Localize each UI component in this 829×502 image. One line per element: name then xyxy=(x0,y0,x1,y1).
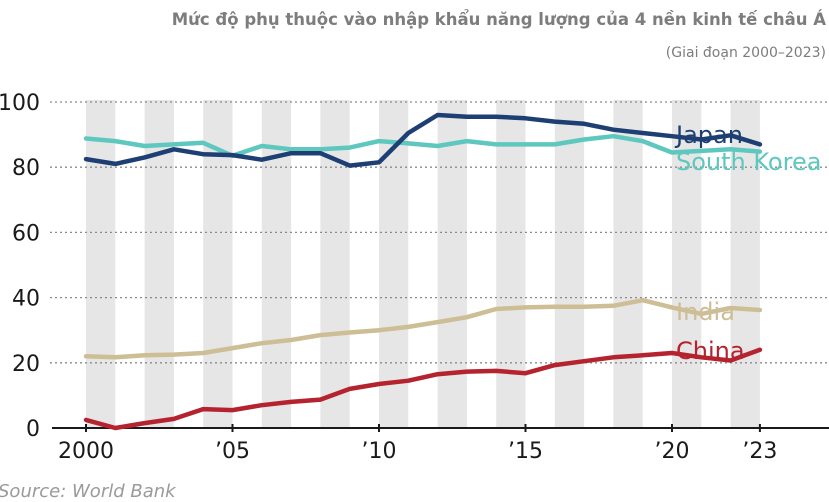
series-line-india xyxy=(83,297,763,360)
x-tick-label: 2000 xyxy=(58,439,114,464)
x-tick-label: ’05 xyxy=(215,439,250,464)
source-note: Source: World Bank xyxy=(0,481,177,502)
y-tick-label: 100 xyxy=(0,91,40,116)
grid-lines: 0 20 40 60 80 100 xyxy=(0,91,829,442)
y-tick-label: 80 xyxy=(12,156,40,181)
series-lines xyxy=(83,112,763,431)
series-line-japan xyxy=(83,112,763,168)
year-band-2014 xyxy=(496,100,526,428)
year-band-2022 xyxy=(730,100,760,428)
year-band-2018 xyxy=(613,100,643,428)
x-tick-label: ’10 xyxy=(362,439,397,464)
series-label-india: India xyxy=(676,298,735,326)
x-axis: 2000 ’05 ’10 ’15 ’20 ’23 xyxy=(52,424,829,464)
year-band-2016 xyxy=(554,100,585,428)
series-label-japan: Japan xyxy=(674,121,743,149)
y-tick-label: 20 xyxy=(12,352,40,377)
y-tick-label: 40 xyxy=(12,287,40,312)
year-band-2000 xyxy=(86,100,116,428)
y-tick-label: 60 xyxy=(12,221,40,246)
year-band-2020 xyxy=(672,100,702,428)
y-tick-label: 0 xyxy=(26,417,40,442)
x-tick-label: ’15 xyxy=(508,439,543,464)
series-label-china: China xyxy=(676,337,745,365)
chart-title: Mức độ phụ thuộc vào nhập khẩu năng lượn… xyxy=(172,10,826,29)
series-label-south-korea: South Korea xyxy=(676,148,821,176)
x-tick-label: ’23 xyxy=(742,439,777,464)
chart-subtitle: (Giai đoạn 2000–2023) xyxy=(666,45,826,61)
year-band-2012 xyxy=(437,100,467,428)
x-tick-label: ’20 xyxy=(655,439,690,464)
series-line-south-korea xyxy=(83,133,763,159)
series-line-china xyxy=(83,347,763,431)
